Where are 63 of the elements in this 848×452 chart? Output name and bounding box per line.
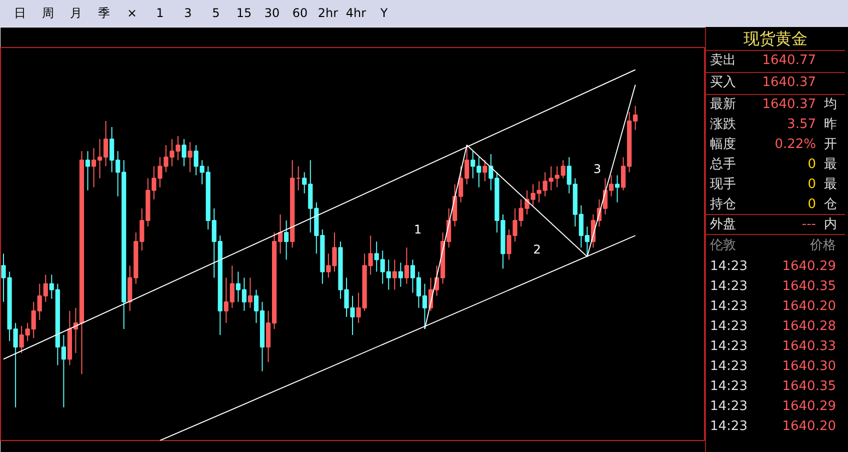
text: 14:23	[709, 378, 748, 396]
text: 0	[806, 196, 816, 214]
text: 1640.37	[761, 96, 816, 114]
text: 14:23	[709, 358, 748, 376]
text: 15	[235, 5, 253, 22]
text: 14:23	[709, 278, 748, 296]
text: ×	[126, 5, 138, 22]
text: 14:23	[709, 318, 748, 336]
text: 3	[183, 5, 193, 22]
text: 14:23	[709, 258, 748, 276]
text: 1640.30	[781, 358, 836, 376]
text: 昨	[823, 116, 838, 134]
text: 1640.37	[761, 74, 816, 92]
text: 60	[291, 5, 309, 22]
text: 0.22%	[774, 136, 816, 154]
text: 现手	[709, 176, 737, 194]
text: 买入	[709, 74, 737, 92]
text: 均	[823, 96, 838, 114]
text: 日	[13, 5, 27, 22]
text: 1640.20	[781, 418, 836, 436]
text: 周	[41, 5, 55, 22]
text: 外盘	[709, 216, 737, 234]
annotation: 2	[533, 242, 541, 256]
text: 季	[97, 5, 111, 22]
annotation: 1	[414, 222, 422, 237]
text: 1640.77	[761, 52, 816, 70]
text: 1640.33	[781, 338, 836, 356]
text: 30	[263, 5, 281, 22]
text: 开	[823, 136, 838, 154]
text: 1640.29	[781, 258, 836, 276]
text: 仓	[823, 196, 838, 214]
text: ---	[800, 216, 816, 234]
text: 1640.20	[781, 298, 836, 316]
text: 伦敦	[709, 237, 737, 255]
text: 0	[806, 156, 816, 174]
text: 价格	[809, 237, 836, 255]
text: 14:23	[709, 298, 748, 316]
text: 14:23	[709, 338, 748, 356]
text: 2hr	[316, 5, 340, 22]
text: 总手	[709, 156, 737, 174]
text: 14:23	[709, 398, 748, 416]
text: 卖出	[709, 52, 737, 70]
text: 1640.35	[781, 278, 836, 296]
text: 最	[823, 176, 838, 194]
text: 5	[211, 5, 221, 22]
text: 涨跌	[709, 116, 737, 134]
text: 现货黄金	[706, 27, 845, 51]
text: 1640.29	[781, 398, 836, 416]
text: Y	[379, 5, 389, 22]
text: 内	[823, 216, 838, 234]
annotation: 3	[593, 162, 602, 176]
text: 1	[155, 5, 165, 22]
text: 4hr	[344, 5, 368, 22]
text: 0	[806, 176, 816, 194]
text: 最新	[709, 96, 737, 114]
text: 1640.28	[781, 318, 836, 336]
text: 3.57	[786, 116, 816, 134]
text: 幅度	[709, 136, 737, 154]
text: 最	[823, 156, 838, 174]
text: 1640.35	[781, 378, 836, 396]
text: 持仓	[709, 196, 737, 214]
text: 月	[69, 5, 83, 22]
text: 14:23	[709, 418, 748, 436]
